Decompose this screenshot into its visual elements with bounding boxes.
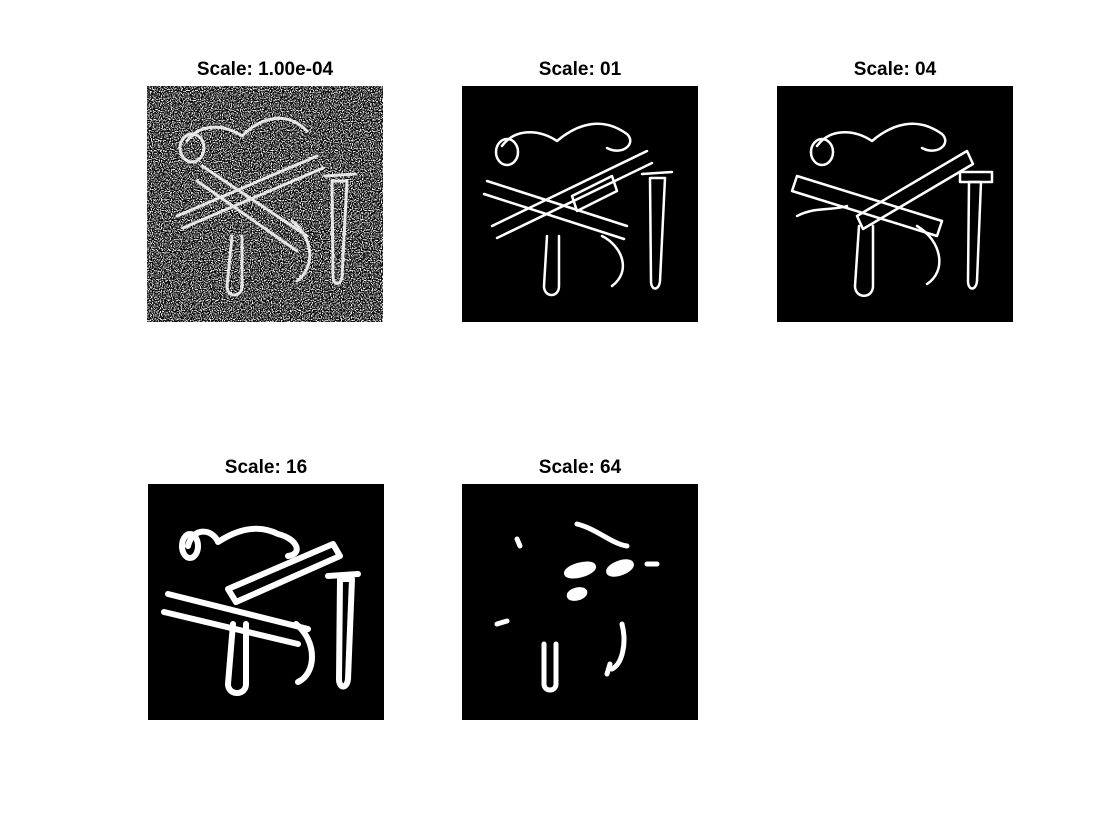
edge-map-medium-image xyxy=(777,86,1013,322)
panel-scale-64: Scale: 64 xyxy=(462,456,698,722)
edge-map-coarse-image xyxy=(148,484,384,720)
panel-scale-16: Scale: 16 xyxy=(148,456,384,722)
panel-scale-1e-04: Scale: 1.00e-04 xyxy=(147,58,383,324)
panel-title: Scale: 64 xyxy=(538,457,622,478)
panel-title: Scale: 04 xyxy=(853,59,937,80)
edge-map-fine-image xyxy=(462,86,698,322)
edge-map-noisy-image xyxy=(147,86,383,322)
panel-scale-04: Scale: 04 xyxy=(777,58,1013,324)
edge-map-sparse-image xyxy=(462,484,698,720)
panel-title: Scale: 16 xyxy=(224,457,308,478)
panel-title: Scale: 01 xyxy=(538,59,622,80)
panel-title: Scale: 1.00e-04 xyxy=(196,59,334,80)
panel-scale-01: Scale: 01 xyxy=(462,58,698,324)
